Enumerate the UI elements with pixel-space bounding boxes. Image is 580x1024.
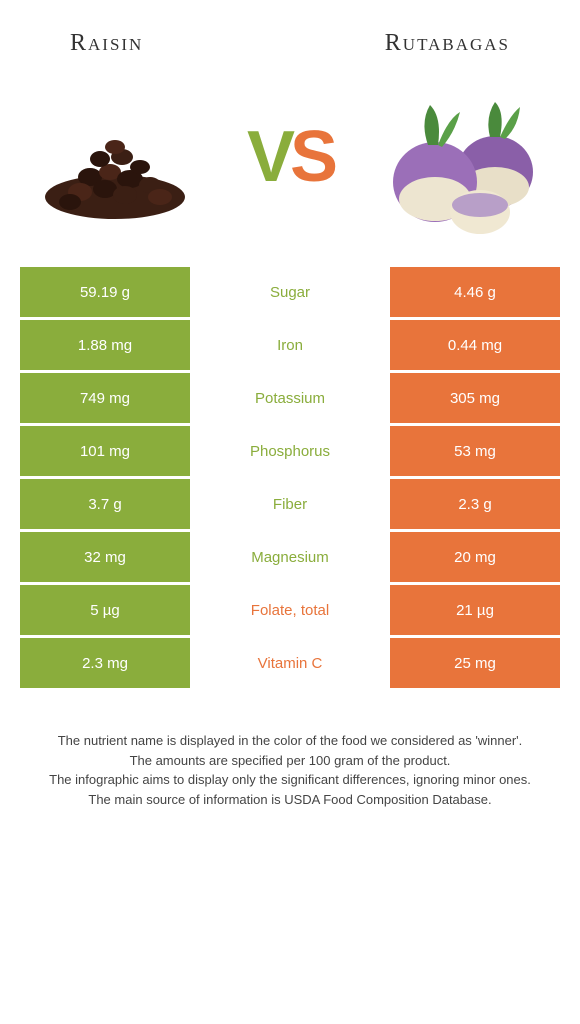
table-row: 101 mgPhosphorus53 mg — [20, 426, 560, 476]
footer-line-3: The infographic aims to display only the… — [20, 770, 560, 790]
comparison-table: 59.19 gSugar4.46 g1.88 mgIron0.44 mg749 … — [0, 267, 580, 688]
value-right: 4.46 g — [390, 267, 560, 317]
value-right: 2.3 g — [390, 479, 560, 529]
title-left: Raisin — [70, 30, 143, 57]
value-right: 53 mg — [390, 426, 560, 476]
table-row: 3.7 gFiber2.3 g — [20, 479, 560, 529]
vs-v: V — [247, 117, 290, 197]
value-left: 3.7 g — [20, 479, 190, 529]
table-row: 59.19 gSugar4.46 g — [20, 267, 560, 317]
value-right: 305 mg — [390, 373, 560, 423]
vs-label: VS — [247, 116, 333, 198]
value-left: 101 mg — [20, 426, 190, 476]
value-left: 749 mg — [20, 373, 190, 423]
footer-notes: The nutrient name is displayed in the co… — [0, 691, 580, 809]
value-right: 0.44 mg — [390, 320, 560, 370]
nutrient-label: Fiber — [190, 479, 390, 529]
nutrient-label: Iron — [190, 320, 390, 370]
nutrient-label: Phosphorus — [190, 426, 390, 476]
value-right: 21 µg — [390, 585, 560, 635]
value-right: 20 mg — [390, 532, 560, 582]
table-row: 32 mgMagnesium20 mg — [20, 532, 560, 582]
vs-s: S — [290, 117, 333, 197]
nutrient-label: Folate, total — [190, 585, 390, 635]
nutrient-label: Magnesium — [190, 532, 390, 582]
rutabaga-image — [380, 77, 550, 237]
table-row: 5 µgFolate, total21 µg — [20, 585, 560, 635]
value-right: 25 mg — [390, 638, 560, 688]
title-right: Rutabagas — [385, 30, 510, 57]
table-row: 2.3 mgVitamin C25 mg — [20, 638, 560, 688]
value-left: 2.3 mg — [20, 638, 190, 688]
table-row: 749 mgPotassium305 mg — [20, 373, 560, 423]
value-left: 59.19 g — [20, 267, 190, 317]
value-left: 1.88 mg — [20, 320, 190, 370]
raisin-image — [30, 77, 200, 237]
nutrient-label: Potassium — [190, 373, 390, 423]
footer-line-4: The main source of information is USDA F… — [20, 790, 560, 810]
footer-line-1: The nutrient name is displayed in the co… — [20, 731, 560, 751]
value-left: 32 mg — [20, 532, 190, 582]
nutrient-label: Vitamin C — [190, 638, 390, 688]
value-left: 5 µg — [20, 585, 190, 635]
footer-line-2: The amounts are specified per 100 gram o… — [20, 751, 560, 771]
nutrient-label: Sugar — [190, 267, 390, 317]
table-row: 1.88 mgIron0.44 mg — [20, 320, 560, 370]
